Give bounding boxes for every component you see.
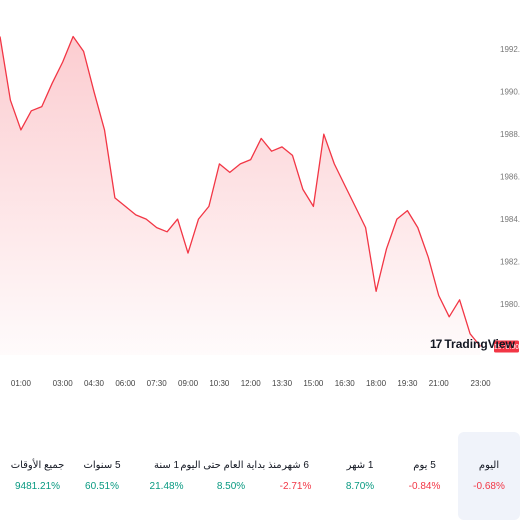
period-tab[interactable]: اليوم -0.68% [458, 432, 520, 520]
price-area-fill [0, 36, 481, 355]
y-tick-label: 1982.00 [500, 258, 520, 267]
y-tick-label: 1986.00 [500, 173, 520, 182]
last-price-label: 1978.00 [494, 344, 519, 351]
period-change-value: 9481.21% [14, 481, 61, 492]
y-tick-label: 1988.00 [500, 130, 520, 139]
period-tab[interactable]: 1 شهر 8.70% [329, 432, 391, 520]
x-tick-label: 21:00 [429, 379, 450, 388]
period-label: اليوم [478, 460, 500, 471]
tradingview-logo-icon: 17 [430, 337, 442, 351]
y-tick-label: 1984.00 [500, 215, 520, 224]
last-price-tag [494, 340, 519, 353]
price-chart[interactable]: 1992.00 1990.00 1988.00 1986.00 1984.00 1982.… [0, 0, 520, 400]
x-tick-label: 15:00 [303, 379, 324, 388]
period-change-value: 21.48% [149, 481, 184, 492]
period-change-value: 60.51% [85, 481, 119, 492]
period-tab[interactable]: 6 شهر -2.71% [265, 432, 327, 520]
period-label: 6 شهر [282, 460, 309, 471]
period-label: 5 سنوات [83, 460, 121, 471]
period-label: 1 سنة [153, 460, 180, 471]
x-tick-label: 03:00 [53, 379, 74, 388]
tradingview-watermark[interactable]: 17 TradingView [430, 336, 515, 352]
period-label: جميع الأوقات [10, 460, 65, 471]
x-tick-label: 07:30 [147, 379, 168, 388]
chart-canvas[interactable]: 1992.00 1990.00 1988.00 1986.00 1984.00 1982.… [0, 0, 520, 400]
period-change-value: 8.50% [216, 481, 246, 492]
y-tick-label: 1990.00 [500, 88, 520, 97]
x-tick-label: 01:00 [11, 379, 32, 388]
price-series-line [0, 35, 482, 347]
x-tick-label: 12:00 [241, 379, 262, 388]
performance-periods: اليوم -0.68% 5 يوم -0.84% 1 شهر 8.70% 6 شهر -2.… [0, 432, 520, 520]
x-tick-label: 04:30 [84, 379, 105, 388]
period-tab[interactable]: 5 يوم -0.84% [394, 432, 456, 520]
period-change-value: -0.84% [408, 481, 441, 492]
period-tab[interactable]: 1 سنة 21.48% [136, 432, 198, 520]
x-tick-label: 18:00 [366, 379, 387, 388]
x-tick-label: 10:30 [209, 379, 230, 388]
period-label: 5 يوم [413, 460, 436, 471]
period-change-value: 8.70% [345, 481, 375, 492]
period-tab[interactable]: 5 سنوات 60.51% [71, 432, 133, 520]
y-tick-label: 1992.00 [500, 45, 520, 54]
x-tick-label: 19:30 [397, 379, 418, 388]
period-change-value: -2.71% [279, 481, 312, 492]
y-tick-label: 1980.00 [500, 300, 520, 309]
x-tick-label: 09:00 [178, 379, 199, 388]
x-tick-label: 16:30 [335, 379, 356, 388]
x-tick-label: 23:00 [471, 379, 492, 388]
period-change-value: -0.68% [473, 481, 505, 492]
period-label: منذ بداية العام حتى اليوم [180, 460, 282, 471]
tradingview-wordmark: TradingView [444, 337, 515, 351]
period-tab[interactable]: جميع الأوقات 9481.21% [7, 432, 69, 520]
period-label: 1 شهر [346, 460, 374, 471]
period-tab[interactable]: منذ بداية العام حتى اليوم 8.50% [180, 432, 281, 520]
x-tick-label: 13:30 [272, 379, 293, 388]
x-tick-label: 06:00 [115, 379, 136, 388]
